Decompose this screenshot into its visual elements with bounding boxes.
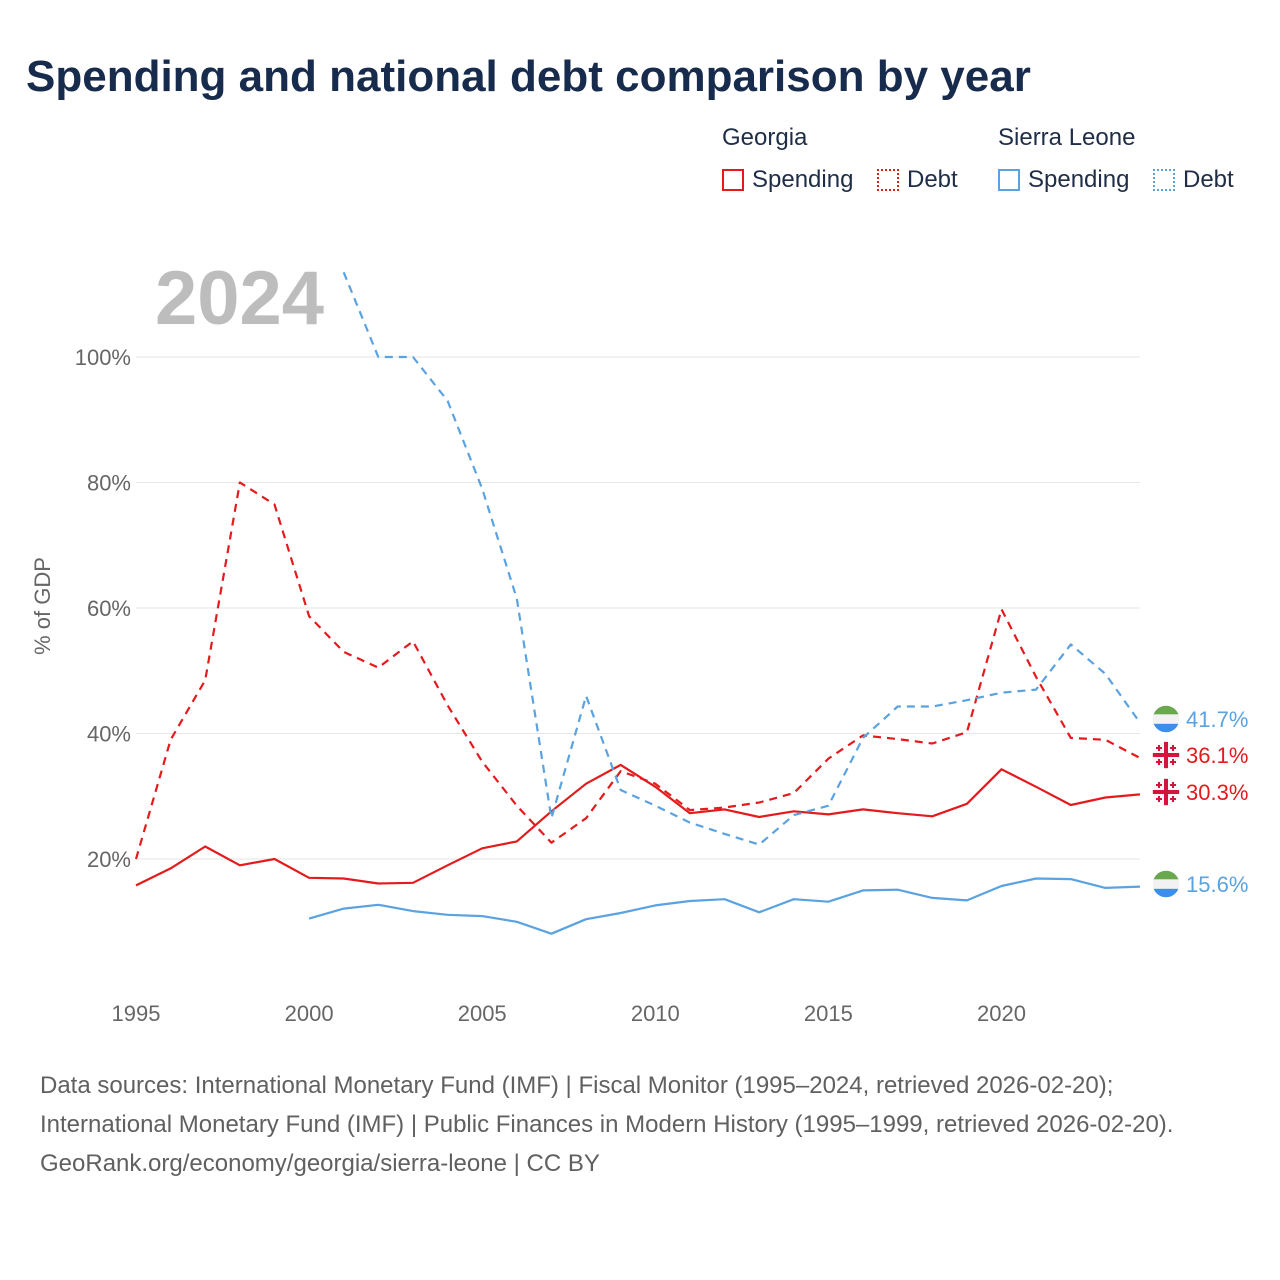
x-tick-label: 2010: [631, 1001, 680, 1026]
y-tick-label: 80%: [87, 471, 131, 496]
georgia-flag-icon: [1151, 777, 1181, 807]
legend-label: Debt: [1183, 166, 1234, 193]
georgia-flag-icon: [1151, 740, 1181, 770]
x-tick-label: 1995: [112, 1001, 161, 1026]
end-value-label: 36.1%: [1186, 743, 1248, 768]
legend-item-sierra-leone-spending[interactable]: Spending: [998, 166, 1129, 194]
legend-swatch-solid-red: [722, 169, 744, 191]
legend-item-sierra-leone-debt[interactable]: Debt: [1153, 166, 1234, 194]
series-line-sierra-leone-spending[interactable]: [308, 877, 1141, 935]
legend-swatch-dotted-red: [877, 169, 899, 191]
sierra-leone-flag-icon: [1151, 704, 1181, 734]
x-tick-label: 2015: [804, 1001, 853, 1026]
y-axis-label: % of GDP: [30, 557, 55, 655]
attribution-link[interactable]: GeoRank.org/economy/georgia/sierra-leone…: [40, 1150, 600, 1177]
legend-swatch-solid-blue: [998, 169, 1020, 191]
legend-swatch-dotted-blue: [1153, 169, 1175, 191]
y-tick-label: 40%: [87, 722, 131, 747]
line-chart: 2024 % of GDP 20% 40% 60% 80% 100% 1995 2000 20…: [30, 256, 1248, 1026]
legend-item-georgia-spending[interactable]: Spending: [722, 166, 853, 194]
y-tick-label: 60%: [87, 596, 131, 621]
y-tick-label: 100%: [75, 345, 131, 370]
y-tick-label: 20%: [87, 847, 131, 872]
sources-text: Data sources: International Monetary Fun…: [40, 1072, 1174, 1138]
sources-footer: Data sources: International Monetary Fun…: [40, 1066, 1240, 1183]
end-value-label: 30.3%: [1186, 780, 1248, 805]
legend-label: Debt: [907, 166, 958, 193]
legend-item-georgia-debt[interactable]: Debt: [877, 166, 958, 194]
sierra-leone-flag-icon: [1151, 869, 1181, 899]
legend-label: Spending: [752, 166, 854, 193]
series-line-sierra-leone-debt[interactable]: [342, 271, 1141, 846]
series-line-georgia-spending[interactable]: [135, 763, 1141, 887]
x-tick-label: 2020: [977, 1001, 1026, 1026]
x-tick-label: 2005: [458, 1001, 507, 1026]
legend-group-sierra-leone: Sierra Leone: [998, 124, 1136, 151]
legend-group-georgia: Georgia: [722, 124, 808, 151]
series-line-georgia-debt[interactable]: [134, 481, 1141, 860]
end-value-label: 15.6%: [1186, 872, 1248, 897]
end-value-label: 41.7%: [1186, 707, 1248, 732]
year-overlay: 2024: [155, 256, 324, 341]
legend-label: Spending: [1028, 166, 1130, 193]
chart-title: Spending and national debt comparison by…: [26, 52, 1031, 101]
x-tick-label: 2000: [285, 1001, 334, 1026]
